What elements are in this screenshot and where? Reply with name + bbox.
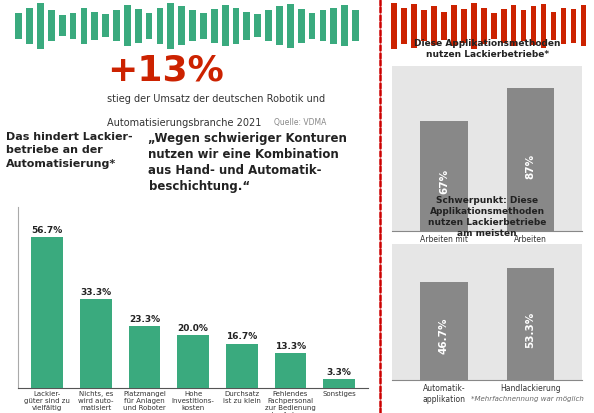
Bar — [226, 344, 258, 388]
Bar — [410, 4, 416, 48]
Bar — [420, 282, 467, 380]
Bar — [330, 8, 337, 44]
Bar — [200, 13, 207, 39]
Bar — [541, 4, 546, 48]
Bar — [31, 237, 63, 388]
Bar — [69, 13, 77, 39]
Bar — [507, 88, 554, 231]
Text: stieg der Umsatz der deutschen Robotik und: stieg der Umsatz der deutschen Robotik u… — [107, 95, 325, 104]
Text: Schwerpunkt: Diese
Applikationsmethoden
nutzen Lackierbetriebe
am meisten: Schwerpunkt: Diese Applikationsmethoden … — [428, 196, 546, 238]
Text: 13.3%: 13.3% — [275, 342, 306, 351]
Bar — [481, 8, 486, 44]
Bar — [81, 8, 87, 44]
Bar — [401, 8, 407, 44]
Bar — [178, 7, 185, 45]
Bar — [320, 10, 326, 41]
Text: 3.3%: 3.3% — [327, 368, 352, 377]
Bar — [441, 12, 447, 40]
Text: 56.7%: 56.7% — [31, 225, 62, 235]
Text: 16.7%: 16.7% — [226, 332, 257, 342]
Bar — [211, 9, 217, 43]
Bar — [276, 7, 283, 45]
Bar — [37, 2, 44, 49]
Text: 46.7%: 46.7% — [439, 318, 449, 354]
Text: Das hindert Lackier-
betriebe an der
Automatisierung*: Das hindert Lackier- betriebe an der Aut… — [6, 132, 132, 169]
Bar — [391, 2, 397, 49]
Bar — [59, 15, 65, 36]
Bar — [113, 10, 120, 41]
Bar — [451, 5, 457, 46]
Bar — [511, 5, 517, 46]
Text: Diese Applikationsmethoden
nutzen Lackierbetriebe*: Diese Applikationsmethoden nutzen Lackie… — [414, 39, 560, 59]
Bar — [470, 2, 476, 49]
Bar — [298, 9, 305, 43]
Bar — [91, 12, 98, 40]
Bar — [491, 13, 497, 39]
Bar — [177, 335, 209, 388]
Bar — [189, 10, 196, 41]
Bar — [102, 14, 109, 38]
Bar — [309, 13, 315, 39]
Bar — [420, 121, 467, 231]
Bar — [352, 10, 359, 41]
Bar — [421, 10, 426, 41]
Bar — [222, 5, 229, 46]
Bar — [342, 5, 348, 46]
Text: „Wegen schwieriger Konturen
nutzen wir eine Kombination
aus Hand- und Automatik-: „Wegen schwieriger Konturen nutzen wir e… — [148, 132, 347, 193]
Bar — [26, 8, 33, 44]
Bar — [244, 12, 250, 40]
Bar — [274, 353, 307, 388]
Bar — [323, 380, 355, 388]
Text: +13%: +13% — [107, 54, 224, 88]
Bar — [128, 326, 160, 388]
Bar — [146, 13, 153, 39]
Bar — [233, 8, 239, 44]
Text: Anonymer Umfrageteilnehmer: Anonymer Umfrageteilnehmer — [148, 214, 277, 223]
Text: *Mehrfachnennung war möglich: *Mehrfachnennung war möglich — [470, 396, 583, 401]
Text: 87%: 87% — [525, 154, 535, 179]
Bar — [157, 8, 163, 44]
Bar — [551, 12, 557, 40]
Bar — [254, 14, 261, 38]
Bar — [48, 10, 55, 41]
Text: 53.3%: 53.3% — [525, 311, 535, 348]
Bar — [507, 268, 554, 380]
Bar — [570, 9, 576, 43]
Bar — [460, 9, 466, 43]
Bar — [561, 8, 567, 44]
Bar — [580, 5, 586, 46]
Text: 33.3%: 33.3% — [80, 288, 111, 297]
Bar — [530, 7, 536, 45]
Bar — [15, 13, 22, 39]
Bar — [124, 5, 131, 46]
Text: Quelle: VDMA: Quelle: VDMA — [274, 118, 327, 127]
Bar — [80, 299, 112, 388]
Bar — [168, 2, 174, 49]
Text: 23.3%: 23.3% — [129, 315, 160, 324]
Bar — [266, 10, 272, 41]
Bar — [501, 9, 507, 43]
Text: 67%: 67% — [439, 169, 449, 194]
Bar — [431, 7, 437, 45]
Text: Automatisierungsbranche 2021: Automatisierungsbranche 2021 — [107, 118, 271, 128]
Text: 20.0%: 20.0% — [178, 324, 208, 332]
Bar — [135, 9, 141, 43]
Bar — [287, 4, 293, 48]
Bar — [520, 10, 526, 41]
